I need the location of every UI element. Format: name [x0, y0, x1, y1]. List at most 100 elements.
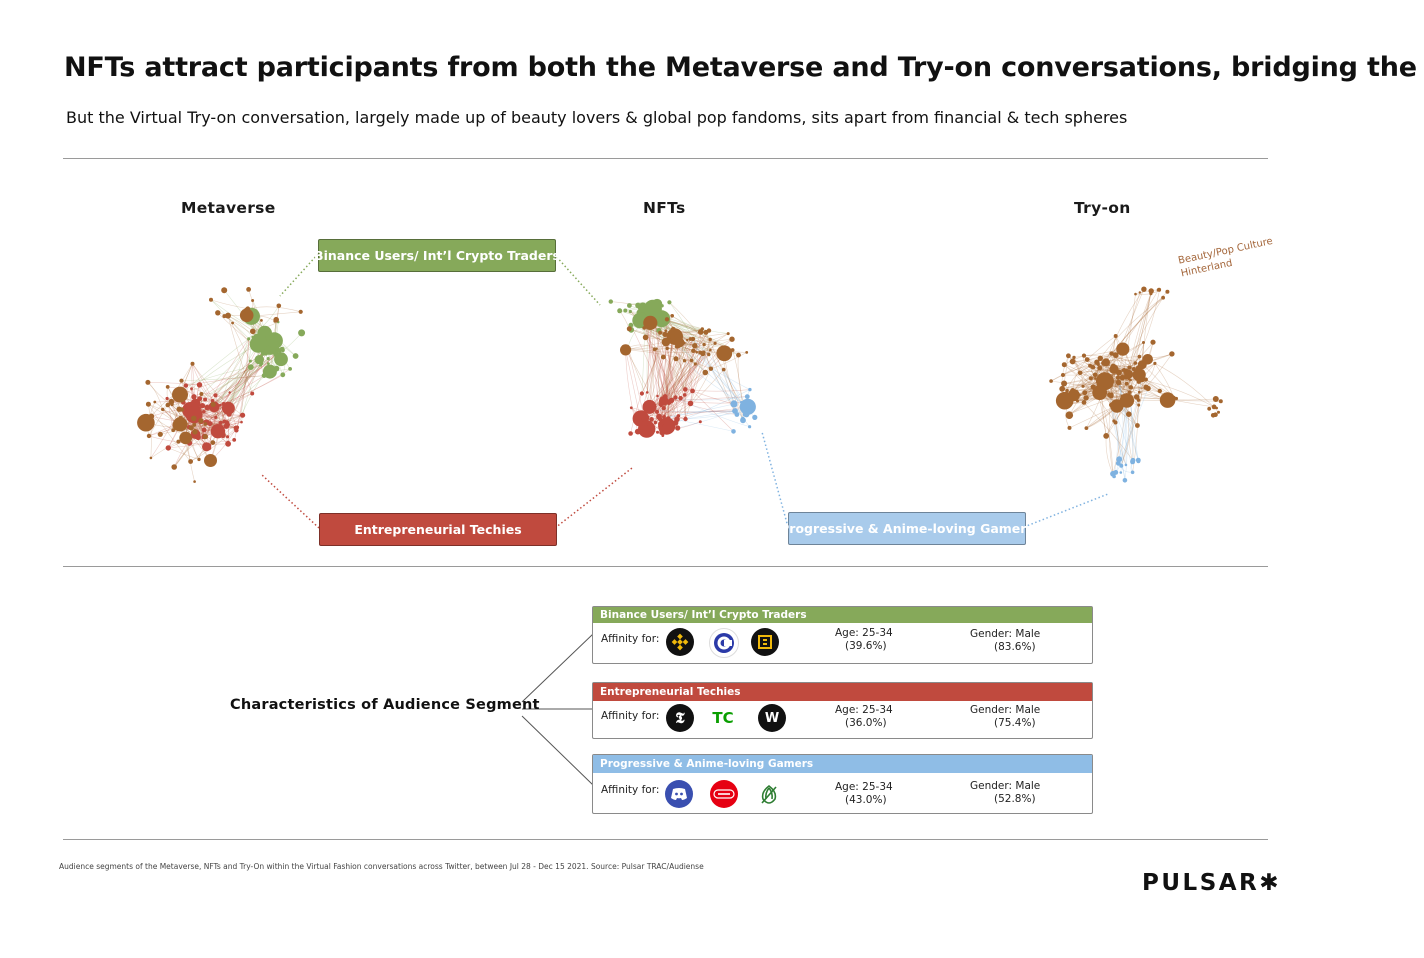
- network-node: [656, 394, 659, 398]
- network-node: [655, 409, 659, 414]
- card-header: Entrepreneurial Techies: [593, 683, 1092, 701]
- network-edge: [198, 408, 242, 416]
- network-node: [191, 415, 197, 422]
- network-node: [1070, 388, 1076, 393]
- network-node: [274, 352, 288, 367]
- gender-stat: Gender: Male (52.8%): [970, 780, 1041, 805]
- network-node: [683, 416, 688, 422]
- coinmarketcap-icon: [709, 628, 739, 658]
- network-node: [223, 423, 229, 429]
- network-edge: [213, 358, 269, 407]
- network-node: [748, 387, 752, 392]
- network-edge: [678, 345, 686, 420]
- network-node: [298, 309, 303, 314]
- network-node: [161, 407, 165, 412]
- network-node: [1217, 410, 1220, 414]
- network-node: [1127, 365, 1132, 370]
- network-node: [1211, 404, 1217, 410]
- network-node: [707, 352, 711, 357]
- network-node: [172, 419, 185, 431]
- network-node: [697, 329, 704, 335]
- network-edge: [684, 339, 733, 396]
- wired-icon: W: [758, 704, 786, 732]
- network-node: [628, 431, 633, 436]
- network-node: [1174, 396, 1178, 401]
- network-edge: [206, 364, 261, 423]
- network-edge: [656, 360, 692, 413]
- pulsar-logo: PULSAR✱: [1142, 870, 1282, 896]
- network-node: [642, 326, 646, 330]
- network-node: [247, 337, 251, 341]
- network-node: [736, 352, 741, 358]
- network-node: [209, 297, 213, 302]
- network-edge: [204, 392, 230, 437]
- network-node: [1055, 391, 1074, 410]
- network-node: [660, 304, 664, 308]
- network-node: [210, 398, 215, 403]
- network-edge: [236, 338, 249, 428]
- network-node: [1124, 463, 1128, 467]
- network-node: [730, 400, 738, 408]
- network-node: [197, 457, 201, 462]
- network-node: [176, 439, 181, 444]
- network-node: [239, 308, 254, 323]
- network-node: [1049, 379, 1053, 383]
- network-node: [608, 299, 613, 304]
- network-edge: [227, 315, 251, 362]
- network-edge: [1139, 353, 1173, 358]
- network-node: [1083, 395, 1089, 401]
- network-node: [1122, 478, 1128, 483]
- network-node: [190, 398, 201, 409]
- network-edge: [645, 337, 681, 399]
- network-edge: [148, 404, 152, 458]
- network-edge: [684, 342, 747, 353]
- network-node: [667, 300, 672, 305]
- network-node: [1061, 362, 1067, 368]
- network-node: [1092, 372, 1098, 378]
- network-edge: [1064, 364, 1115, 422]
- network-node: [218, 420, 223, 425]
- network-edge: [651, 349, 711, 411]
- segment-connectors: [261, 253, 1109, 786]
- network-node: [682, 359, 687, 363]
- network-edge: [656, 348, 678, 420]
- network-node: [734, 412, 740, 417]
- network-node: [221, 287, 228, 294]
- network-edge: [217, 312, 254, 332]
- network-node: [1128, 385, 1134, 390]
- network-node: [266, 357, 270, 361]
- network-edge: [1070, 367, 1101, 414]
- network-edge: [1104, 362, 1115, 422]
- network-node: [752, 414, 758, 420]
- network-node: [641, 416, 646, 422]
- network-edge: [654, 349, 670, 403]
- network-edge: [664, 339, 688, 417]
- network-node: [1137, 403, 1141, 407]
- network-node: [748, 408, 753, 413]
- network-node: [1157, 388, 1163, 394]
- bottom-divider: [63, 839, 1268, 840]
- network-node: [195, 434, 201, 441]
- network-node: [273, 365, 280, 372]
- bracket-line-top: [521, 633, 594, 703]
- network-node: [670, 334, 675, 340]
- network-edge: [667, 328, 703, 402]
- network-node: [645, 391, 649, 394]
- network-node: [675, 425, 681, 431]
- network-node: [745, 351, 749, 354]
- network-edge: [641, 315, 673, 394]
- characteristics-label: Characteristics of Audience Segment: [230, 697, 540, 713]
- network-node: [210, 440, 216, 445]
- network-edge: [205, 360, 251, 437]
- network-edge: [192, 363, 243, 416]
- network-node: [201, 427, 207, 433]
- network-node: [1142, 354, 1153, 365]
- network-node: [1119, 471, 1123, 474]
- network-node: [1115, 460, 1121, 466]
- network-node: [1130, 470, 1135, 475]
- network-edge: [657, 406, 746, 413]
- network-edge: [642, 322, 666, 402]
- network-edge: [692, 338, 749, 407]
- network-node: [292, 353, 299, 359]
- network-node: [1115, 379, 1122, 386]
